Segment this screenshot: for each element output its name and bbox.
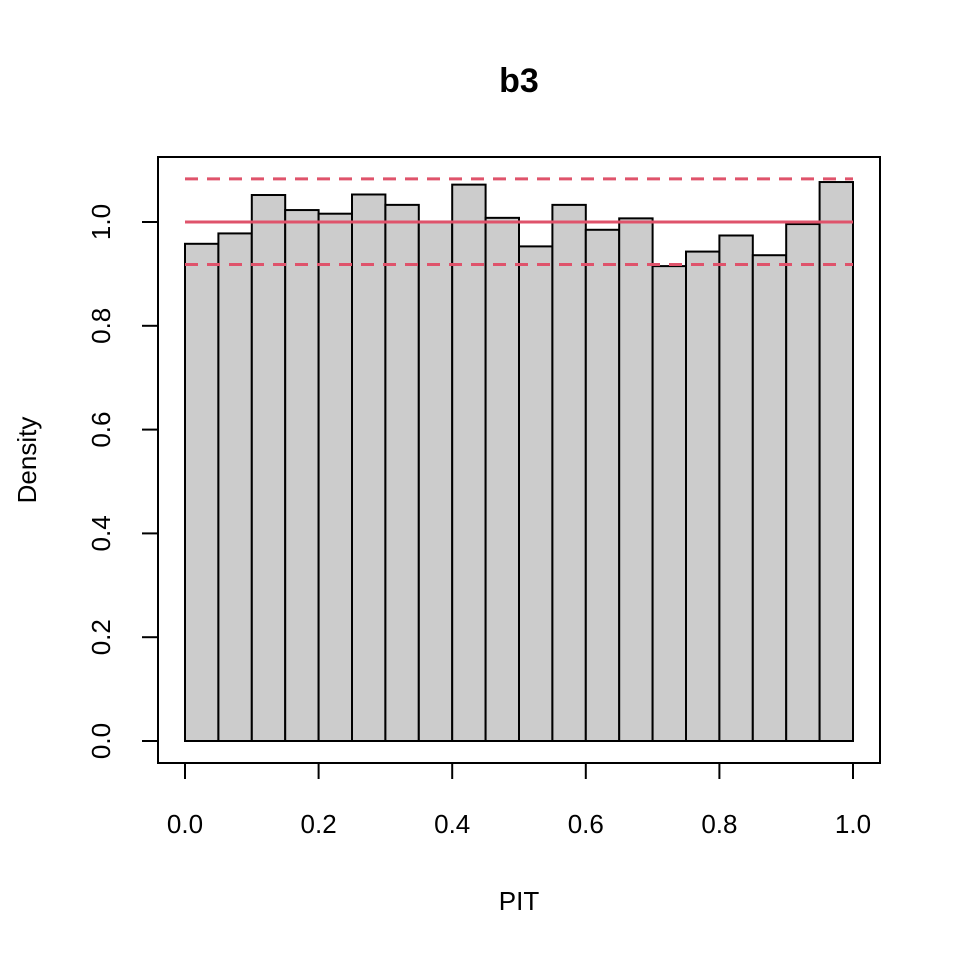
histogram-bar — [451, 183, 487, 742]
y-axis: 0.0 0.2 0.4 0.6 0.8 1.0 — [86, 204, 159, 759]
y-tick-label: 0.8 — [86, 308, 116, 344]
x-tick-label: 0.6 — [568, 809, 604, 839]
histogram-bar — [718, 234, 754, 743]
y-tick-label: 0.0 — [86, 723, 116, 759]
reference-lines-group — [185, 177, 853, 267]
histogram-bar — [217, 232, 253, 742]
histogram-bar — [184, 242, 220, 742]
histogram-bar — [551, 203, 587, 743]
histogram-bar — [484, 216, 521, 742]
histogram-bar — [518, 245, 554, 742]
bars-group — [184, 181, 854, 743]
histogram-bar — [751, 254, 788, 742]
x-tick-label: 0.0 — [167, 809, 203, 839]
y-tick-label: 0.4 — [86, 515, 116, 551]
x-tick-label: 0.4 — [434, 809, 470, 839]
histogram-bar — [818, 181, 854, 743]
x-tick-label: 0.8 — [701, 809, 737, 839]
x-axis-label: PIT — [499, 886, 540, 916]
x-tick-label: 0.2 — [301, 809, 337, 839]
histogram-bar — [250, 194, 287, 742]
histogram-bar — [651, 265, 687, 742]
histogram-bar — [618, 217, 654, 742]
histogram-bar — [284, 209, 320, 743]
histogram-bar — [584, 228, 621, 742]
x-axis: 0.0 0.2 0.4 0.6 0.8 1.0 — [167, 762, 871, 839]
y-tick-label: 0.2 — [86, 619, 116, 655]
histogram-bar — [317, 212, 354, 743]
y-tick-label: 0.6 — [86, 412, 116, 448]
chart-title: b3 — [499, 62, 539, 100]
x-tick-label: 1.0 — [835, 809, 871, 839]
y-axis-label: Density — [12, 417, 42, 504]
histogram-bar — [384, 203, 420, 743]
histogram-bar — [351, 193, 387, 743]
y-tick-label: 1.0 — [86, 204, 116, 240]
histogram-bar — [685, 250, 721, 742]
histogram-bar — [785, 223, 821, 743]
histogram-bar — [417, 220, 454, 742]
